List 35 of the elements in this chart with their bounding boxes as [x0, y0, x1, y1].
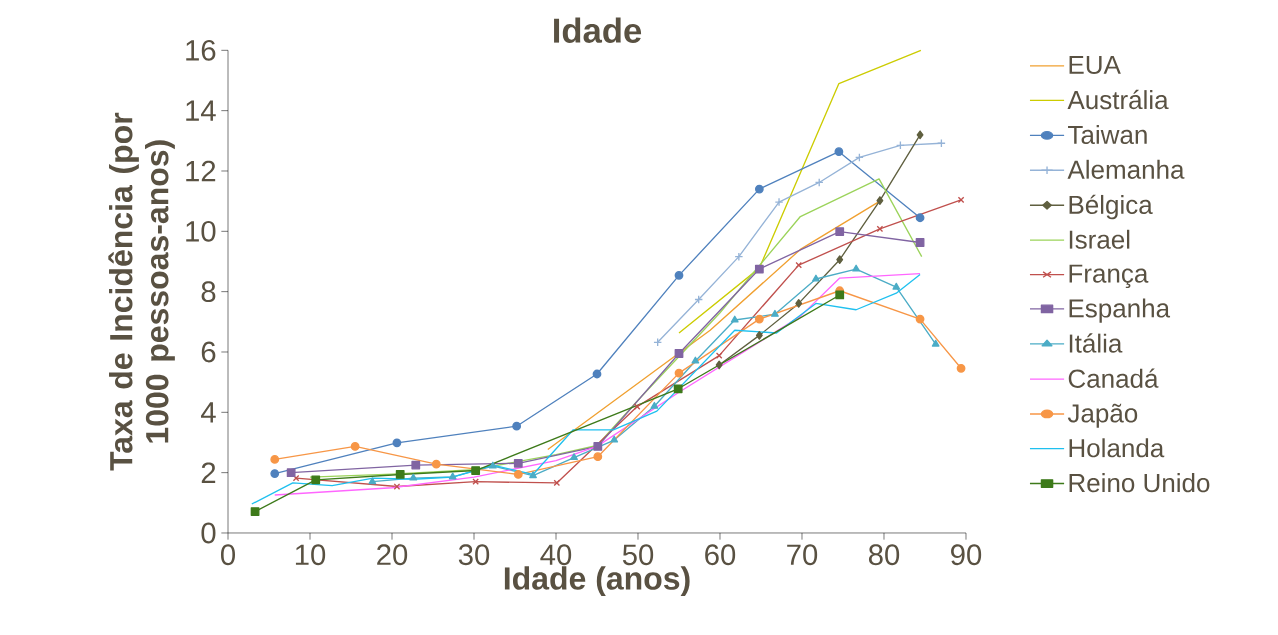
y-tick-label: 14 — [186, 100, 216, 121]
x-tick-label: 10 — [295, 544, 326, 566]
y-tick-label: 12 — [186, 160, 216, 182]
x-tick-label: 30 — [458, 544, 490, 566]
legend-label: Itália — [1069, 333, 1123, 353]
legend-label: Bélgica — [1069, 194, 1153, 220]
y-tick-label: 0 — [201, 522, 216, 544]
x-tick-label: 60 — [705, 544, 736, 566]
x-tick-label: 50 — [622, 544, 654, 566]
y-tick-label: 2 — [201, 462, 216, 483]
legend-label: Japão — [1067, 403, 1138, 428]
y-tick-label: 8 — [201, 281, 216, 303]
legend-label: EUA — [1069, 55, 1121, 75]
legend-label: Israel — [1069, 229, 1130, 249]
legend-label: Austrália — [1067, 89, 1169, 110]
x-tick-label: 70 — [787, 544, 818, 566]
y-tick-label: 10 — [186, 220, 216, 242]
legend-label: Taiwan — [1068, 124, 1147, 145]
x-axis-title: Idade (anos) — [504, 566, 690, 597]
legend-label: Reino Unido — [1069, 473, 1210, 493]
x-tick-label: 80 — [868, 544, 900, 566]
legend-label: França — [1069, 264, 1149, 289]
x-tick-label: 20 — [377, 544, 408, 566]
legend-label: Canadá — [1068, 368, 1159, 388]
legend-label: Holanda — [1069, 438, 1165, 458]
x-tick-label: 0 — [221, 544, 236, 566]
x-tick-label: 90 — [951, 544, 982, 566]
y-axis-title: Taxa de Incidência (por 1000 pessoas-anos) — [108, 112, 175, 471]
legend-label: Alemanha — [1067, 159, 1185, 179]
y-tick-label: 16 — [186, 39, 216, 61]
legend-label: Espanha — [1069, 298, 1171, 323]
y-tick-label: 6 — [201, 341, 216, 363]
chart-title: Idade — [554, 17, 642, 43]
y-tick-label: 4 — [200, 402, 216, 423]
x-tick-label: 40 — [540, 544, 572, 566]
